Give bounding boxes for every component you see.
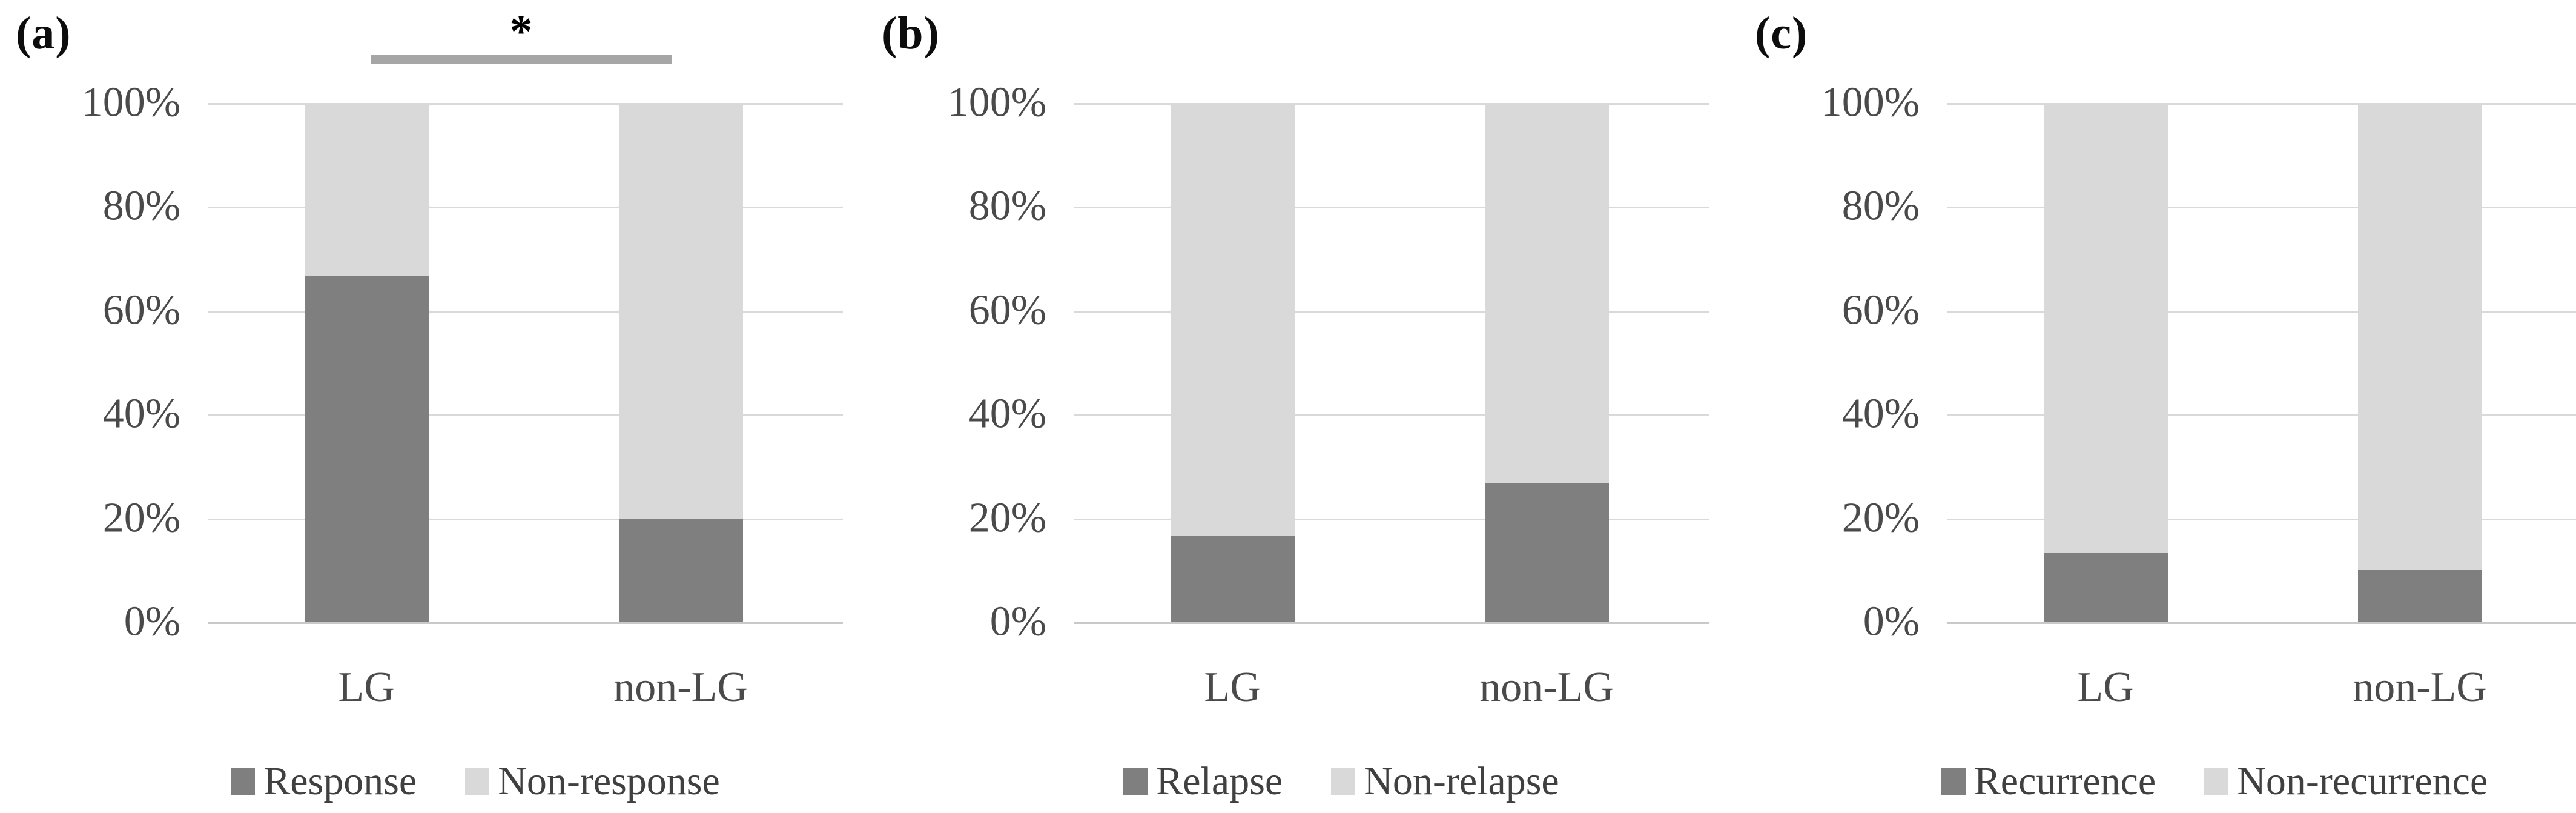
y-tick-20: 20% <box>1841 494 1920 542</box>
panel-letter-a: (a) <box>16 8 71 59</box>
significance-asterisk: * <box>509 6 533 57</box>
stacked-bar-nonlg <box>2358 103 2482 622</box>
gridline-60 <box>208 311 843 313</box>
y-tick-80: 80% <box>102 182 180 230</box>
category-label-nonlg: non-LG <box>613 664 748 711</box>
gridline-40 <box>1074 414 1709 416</box>
gridline-100 <box>208 103 843 105</box>
panel-letter-b: (b) <box>882 8 940 59</box>
y-tick-40: 40% <box>102 390 180 437</box>
gridline-60 <box>1947 311 2576 313</box>
y-tick-0: 0% <box>124 598 180 645</box>
bar-nonlg-light-segment <box>619 103 743 519</box>
x-axis-line <box>1074 622 1709 624</box>
stacked-bar-nonlg <box>1485 103 1609 622</box>
chart-panel-a: (a) 100% 80% 60% 40% 20% 0% * LG non-LG … <box>0 0 859 813</box>
bar-nonlg-dark-segment <box>1485 483 1609 622</box>
legend-swatch-light <box>465 768 490 796</box>
legend-label-non-response: Non-response <box>498 759 720 803</box>
gridline-20 <box>1947 519 2576 520</box>
bar-lg-dark-segment <box>1171 535 1295 622</box>
y-tick-60: 60% <box>968 287 1046 334</box>
legend-label-non-recurrence: Non-recurrence <box>2237 759 2488 803</box>
gridline-80 <box>1947 207 2576 208</box>
legend-swatch-dark <box>1941 768 1966 796</box>
panel-letter-c: (c) <box>1755 8 1808 59</box>
y-tick-20: 20% <box>968 494 1046 542</box>
y-tick-100: 100% <box>81 79 180 126</box>
gridline-20 <box>208 519 843 520</box>
y-tick-100: 100% <box>947 79 1046 126</box>
x-axis-line <box>1947 622 2576 624</box>
gridline-100 <box>1074 103 1709 105</box>
y-tick-60: 60% <box>102 287 180 334</box>
stacked-bar-nonlg <box>619 103 743 622</box>
gridline-20 <box>1074 519 1709 520</box>
bar-nonlg-dark-segment <box>2358 570 2482 622</box>
legend: Relapse Non-relapse <box>957 759 1726 804</box>
bar-nonlg-light-segment <box>2358 103 2482 571</box>
category-label-lg: LG <box>2077 664 2134 711</box>
bar-lg-light-segment <box>2044 103 2168 554</box>
gridline-40 <box>1947 414 2576 416</box>
legend-swatch-light <box>2204 768 2229 796</box>
gridline-100 <box>1947 103 2576 105</box>
legend-label-relapse: Relapse <box>1156 759 1283 803</box>
gridline-60 <box>1074 311 1709 313</box>
y-tick-0: 0% <box>1863 598 1920 645</box>
stacked-bar-lg <box>1171 103 1295 622</box>
legend-item-recurrence: Recurrence <box>1941 759 2156 804</box>
y-tick-40: 40% <box>1841 390 1920 437</box>
legend-label-response: Response <box>263 759 417 803</box>
legend-swatch-light <box>1331 768 1356 796</box>
legend-label-recurrence: Recurrence <box>1973 759 2156 803</box>
y-tick-100: 100% <box>1820 79 1920 126</box>
legend-item-non-recurrence: Non-recurrence <box>2204 759 2488 804</box>
gridline-40 <box>208 414 843 416</box>
significance-line <box>371 55 672 64</box>
category-label-nonlg: non-LG <box>1479 664 1614 711</box>
legend-swatch-dark <box>1123 768 1148 796</box>
legend-item-non-response: Non-response <box>465 759 720 804</box>
y-tick-80: 80% <box>968 182 1046 230</box>
legend: Response Non-response <box>91 759 860 804</box>
legend-item-non-relapse: Non-relapse <box>1331 759 1559 804</box>
x-axis-line <box>208 622 843 624</box>
gridline-80 <box>1074 207 1709 208</box>
stacked-bar-lg <box>2044 103 2168 622</box>
category-label-lg: LG <box>1204 664 1261 711</box>
legend-item-response: Response <box>231 759 417 804</box>
y-tick-40: 40% <box>968 390 1046 437</box>
legend-label-non-relapse: Non-relapse <box>1364 759 1559 803</box>
bar-lg-dark-segment <box>2044 553 2168 622</box>
y-tick-80: 80% <box>1841 182 1920 230</box>
chart-panel-b: (b) 100% 80% 60% 40% 20% 0% LG non-LG Re… <box>866 0 1725 813</box>
stacked-bar-lg <box>305 103 429 622</box>
chart-panel-c: (c) 100% 80% 60% 40% 20% 0% LG non-LG Re… <box>1739 0 2576 813</box>
legend-item-relapse: Relapse <box>1123 759 1283 804</box>
y-tick-0: 0% <box>989 598 1046 645</box>
gridline-80 <box>208 207 843 208</box>
y-tick-20: 20% <box>102 494 180 542</box>
category-label-lg: LG <box>338 664 395 711</box>
legend-swatch-dark <box>231 768 256 796</box>
bar-lg-dark-segment <box>305 276 429 622</box>
bar-lg-light-segment <box>1171 103 1295 536</box>
legend: Recurrence Non-recurrence <box>1830 759 2576 804</box>
y-tick-60: 60% <box>1841 287 1920 334</box>
bar-nonlg-dark-segment <box>619 518 743 622</box>
bar-lg-light-segment <box>305 103 429 276</box>
category-label-nonlg: non-LG <box>2353 664 2487 711</box>
bar-nonlg-light-segment <box>1485 103 1609 484</box>
